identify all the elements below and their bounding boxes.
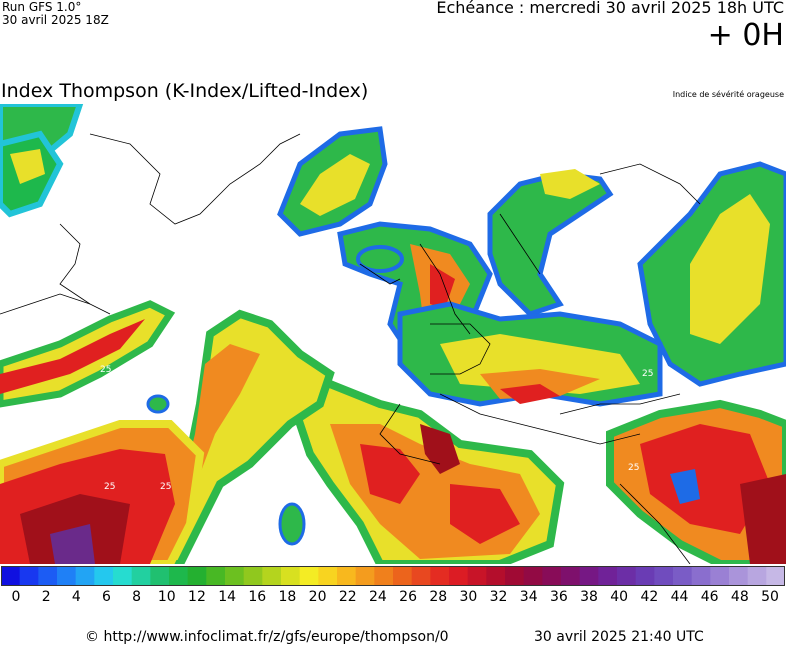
color-scale-tick-label: 30 <box>459 589 478 605</box>
color-scale-swatch <box>262 566 282 586</box>
color-scale-tick-label: 14 <box>218 589 237 605</box>
color-scale-tick-label: 22 <box>338 589 357 605</box>
color-scale-tick-label: 20 <box>308 589 327 605</box>
color-scale-swatch <box>57 566 77 586</box>
color-scale-swatch <box>691 566 711 586</box>
color-scale-tick-label: 18 <box>278 589 297 605</box>
color-scale-tick-label: 24 <box>368 589 387 605</box>
color-scale-swatch <box>729 566 749 586</box>
color-scale-swatch <box>187 566 207 586</box>
color-scale-swatch <box>430 566 450 586</box>
color-scale-swatch <box>225 566 245 586</box>
color-scale-swatch <box>337 566 357 586</box>
color-scale-swatch <box>635 566 655 586</box>
color-scale-swatch <box>598 566 618 586</box>
color-scale-swatch <box>523 566 543 586</box>
color-scale-tick-label: 12 <box>188 589 206 605</box>
color-scale-swatch <box>355 566 375 586</box>
copyright-text: © http://www.infoclimat.fr/z/gfs/europe/… <box>85 629 449 645</box>
run-label: Run GFS 1.0° <box>2 0 82 14</box>
color-scale-tick-label: 8 <box>132 589 142 605</box>
color-scale-swatch <box>486 566 506 586</box>
color-scale-swatch <box>131 566 151 586</box>
color-scale-tick-label: 44 <box>670 589 689 605</box>
color-scale-swatch <box>281 566 301 586</box>
color-scale-tick-label: 48 <box>730 589 749 605</box>
color-scale-ticks: 0 2 4 6 8 10 12 14 16 18 20 22 24 26 28 30 32 34 36 38 40 42 4… <box>0 589 786 609</box>
color-scale-swatch <box>673 566 693 586</box>
color-scale-tick-label: 28 <box>429 589 448 605</box>
color-scale-swatch <box>561 566 581 586</box>
color-scale-tick-label: 38 <box>580 589 598 605</box>
color-scale-tick-label: 6 <box>102 589 111 605</box>
color-scale-frame <box>1 566 785 586</box>
color-scale-tick-label: 50 <box>761 589 779 605</box>
color-scale-bar <box>1 566 785 586</box>
color-scale-swatch <box>1 566 21 586</box>
color-scale-tick-label: 46 <box>700 589 719 605</box>
color-scale-tick-label: 10 <box>157 589 176 605</box>
color-scale-tick-label: 40 <box>610 589 629 605</box>
color-scale-swatch <box>318 566 338 586</box>
color-scale-swatch <box>617 566 637 586</box>
color-scale-tick-label: 16 <box>248 589 267 605</box>
color-scale-tick-label: 32 <box>489 589 508 605</box>
color-scale-swatch <box>374 566 394 586</box>
color-scale-swatch <box>710 566 730 586</box>
forecast-offset: + 0H <box>707 18 784 53</box>
color-scale-swatch <box>299 566 319 586</box>
color-scale-tick-label: 0 <box>11 589 21 605</box>
color-scale-swatch <box>243 566 263 586</box>
chart-subtitle: Indice de sévérité orageuse <box>672 90 784 99</box>
color-scale-swatch <box>766 566 785 586</box>
color-scale-swatch <box>747 566 767 586</box>
forecast-map <box>0 104 786 564</box>
color-scale-swatch <box>169 566 189 586</box>
color-scale-tick-label: 42 <box>640 589 659 605</box>
echeance-label: Echéance : mercredi 30 avril 2025 18h UT… <box>436 0 784 17</box>
color-scale-tick-label: 34 <box>519 589 538 605</box>
color-scale-tick-label: 4 <box>71 589 81 605</box>
color-scale-swatch <box>38 566 58 586</box>
color-scale-swatch <box>579 566 599 586</box>
color-scale-swatch <box>19 566 39 586</box>
color-scale-swatch <box>113 566 133 586</box>
color-scale-swatch <box>449 566 469 586</box>
chart-title: Index Thompson (K-Index/Lifted-Index) <box>1 80 369 102</box>
run-date: 30 avril 2025 18Z <box>2 13 109 27</box>
color-scale-swatch <box>467 566 487 586</box>
color-scale-swatch <box>150 566 170 586</box>
color-scale-swatch <box>206 566 226 586</box>
color-scale-swatch <box>542 566 562 586</box>
color-scale-swatch <box>654 566 674 586</box>
color-scale-swatch <box>75 566 95 586</box>
color-scale-swatch <box>393 566 413 586</box>
color-scale-tick-label: 36 <box>549 589 568 605</box>
color-scale-swatch <box>505 566 525 586</box>
color-scale-swatch <box>94 566 114 586</box>
color-scale-tick-label: 2 <box>41 589 51 605</box>
timestamp-text: 30 avril 2025 21:40 UTC <box>534 629 704 645</box>
color-scale-tick-label: 26 <box>399 589 417 605</box>
color-scale-swatch <box>411 566 431 586</box>
